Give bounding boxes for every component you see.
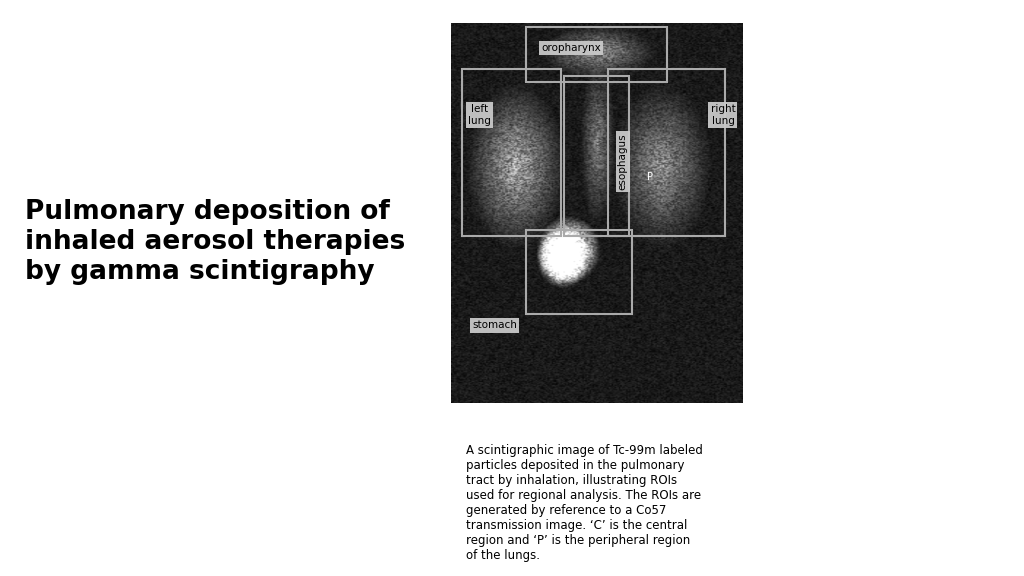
- Bar: [526, 230, 632, 314]
- Text: stomach: stomach: [472, 320, 517, 331]
- Bar: [526, 27, 667, 82]
- Text: A scintigraphic image of Tc-99m labeled
particles deposited in the pulmonary
tra: A scintigraphic image of Tc-99m labeled …: [466, 444, 702, 562]
- Text: right
lung: right lung: [711, 104, 735, 126]
- Text: P: P: [647, 172, 653, 182]
- Text: oropharynx: oropharynx: [542, 43, 601, 54]
- Text: left
lung: left lung: [468, 104, 490, 126]
- Text: Pulmonary deposition of
inhaled aerosol therapies
by gamma scintigraphy: Pulmonary deposition of inhaled aerosol …: [25, 199, 406, 285]
- Bar: [462, 69, 561, 236]
- Text: esophagus: esophagus: [617, 133, 628, 190]
- Bar: [564, 76, 629, 236]
- Bar: [608, 69, 725, 236]
